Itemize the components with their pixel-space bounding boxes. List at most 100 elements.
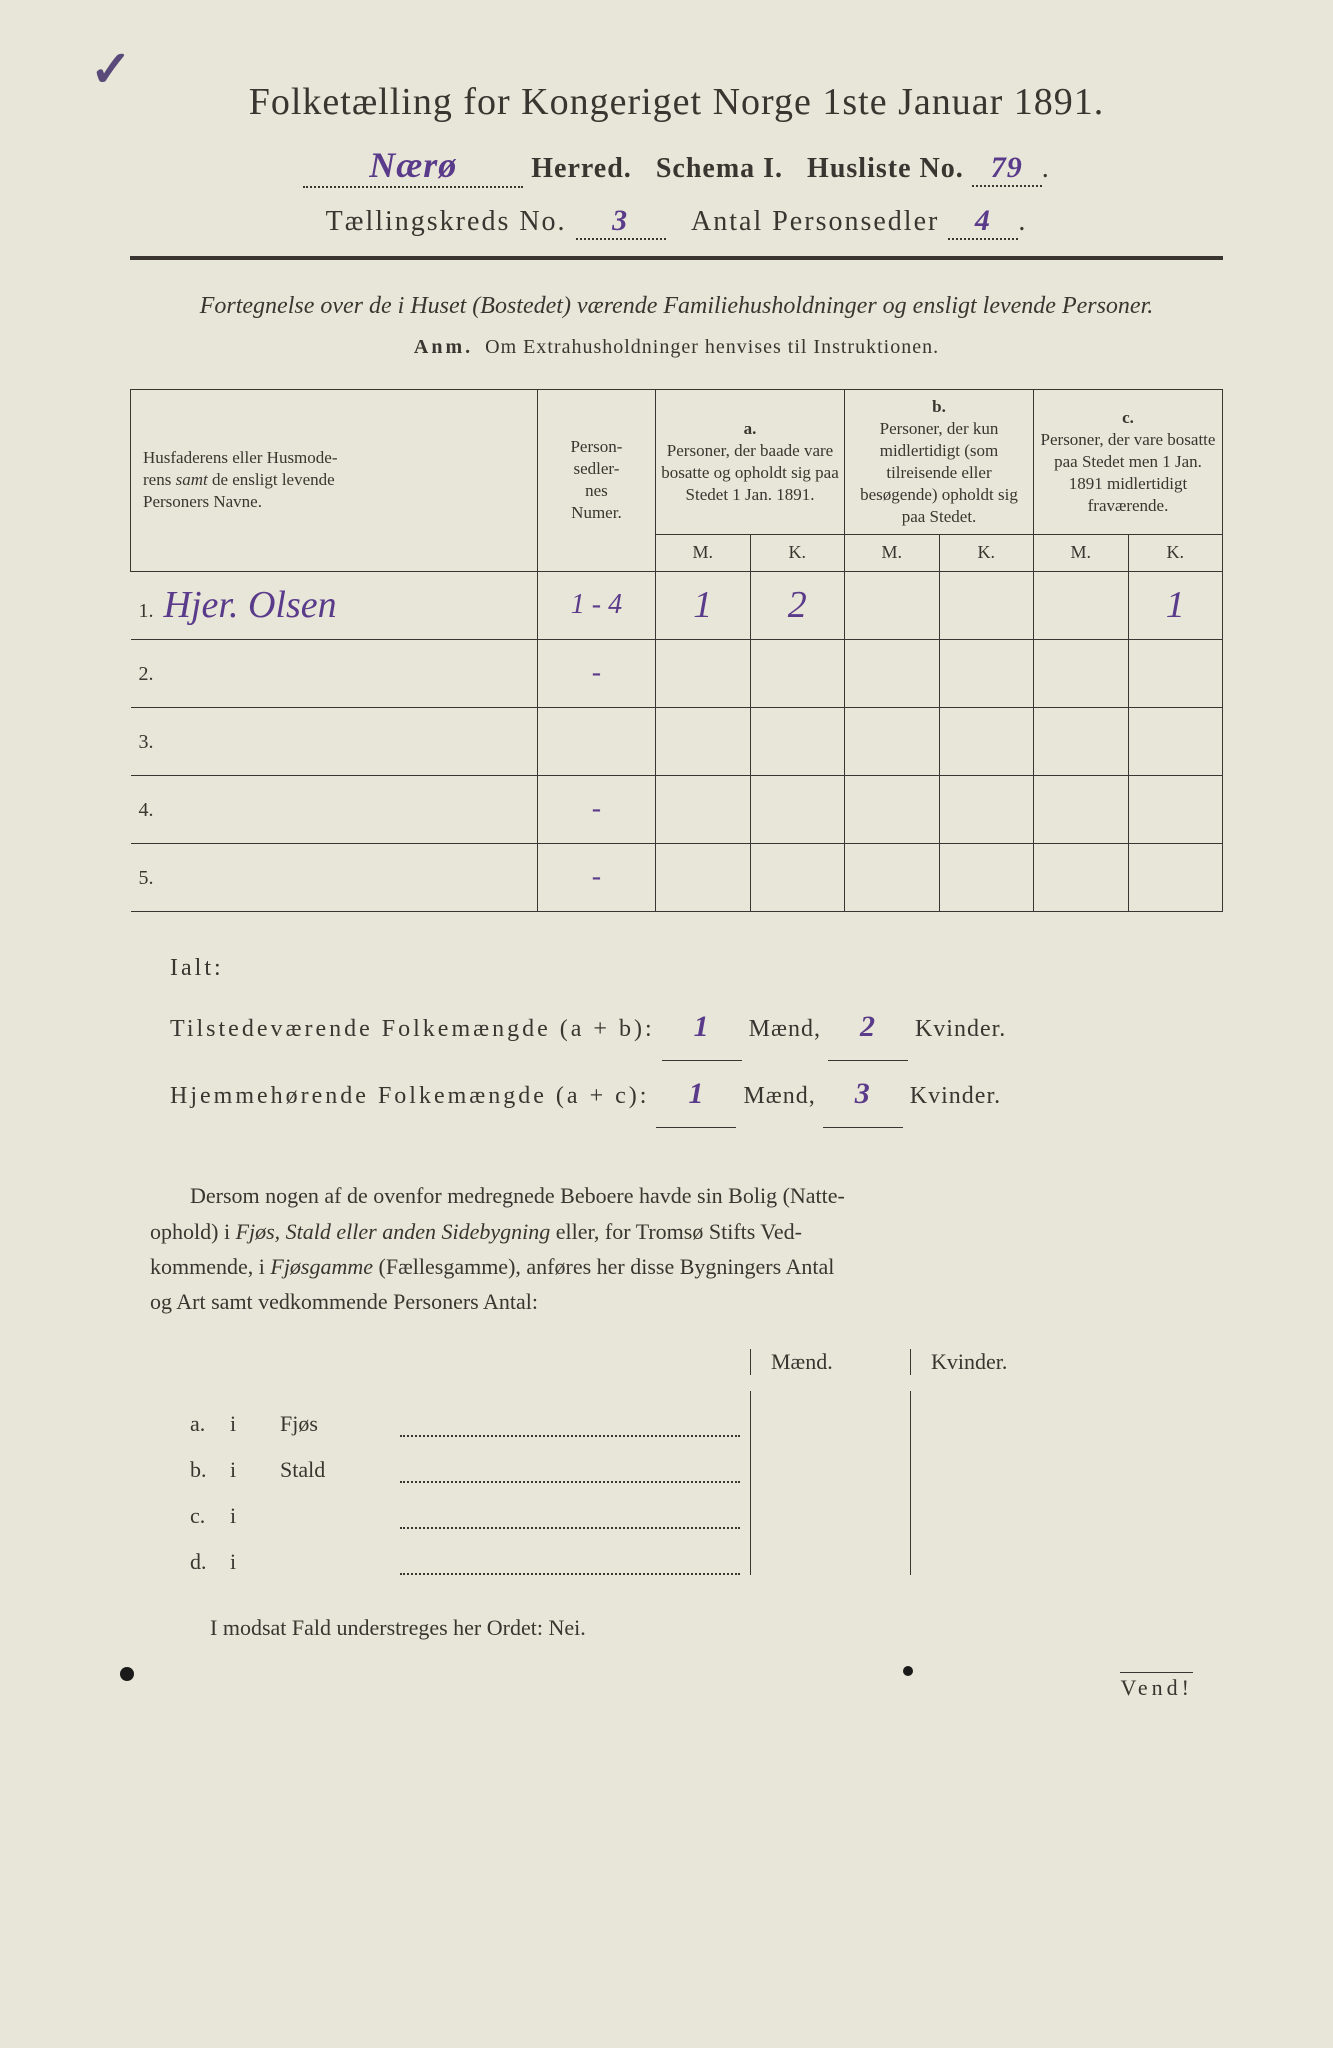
kreds-label: Tællingskreds No. <box>326 206 567 237</box>
row-c-k: 1 <box>1128 571 1223 639</box>
col-c-label: c. <box>1122 408 1134 427</box>
row-b-k <box>939 639 1034 707</box>
maend-col-label: Mænd. <box>750 1349 910 1375</box>
bldg-type: Fjøs <box>280 1411 400 1437</box>
bldg-label: c. <box>190 1503 230 1529</box>
anm-note: Anm. Om Extrahusholdninger henvises til … <box>130 336 1223 359</box>
bldg-k <box>910 1529 1070 1575</box>
col-a-header: a. Personer, der baade vare bosatte og o… <box>656 389 845 535</box>
antal-value: 4 <box>975 204 992 237</box>
herred-value: Nærø <box>369 145 457 185</box>
row-b-k <box>939 775 1034 843</box>
row-name: 1.Hjer. Olsen <box>131 571 538 639</box>
hjemme-k: 3 <box>855 1077 871 1110</box>
husliste-value: 79 <box>991 151 1023 184</box>
kvinder-label-1: Kvinder. <box>915 1016 1006 1042</box>
tilstede-m: 1 <box>694 1010 710 1043</box>
building-row: b.iStald <box>190 1437 1223 1483</box>
col-c-text: Personer, der vare bosatte paa Stedet me… <box>1041 430 1216 515</box>
bldg-m <box>750 1437 910 1483</box>
row-b-k <box>939 571 1034 639</box>
col-b-label: b. <box>932 397 946 416</box>
row-c-m <box>1034 639 1129 707</box>
table-row: 4.- <box>131 775 1223 843</box>
form-title: Folketælling for Kongeriget Norge 1ste J… <box>130 80 1223 124</box>
row-a-m <box>656 775 751 843</box>
col-num-header: Person-sedler-nesNumer. <box>537 389 655 571</box>
row-a-m <box>656 639 751 707</box>
totals-section: Ialt: Tilstedeværende Folkemængde (a + b… <box>130 942 1223 1129</box>
building-row: a.iFjøs <box>190 1391 1223 1437</box>
building-row: d.i <box>190 1529 1223 1575</box>
bldg-label: d. <box>190 1549 230 1575</box>
row-name: 5. <box>131 843 538 911</box>
checkmark: ✓ <box>90 40 132 98</box>
row-b-k <box>939 707 1034 775</box>
bldg-m <box>750 1483 910 1529</box>
col-b-text: Personer, der kun midlertidigt (som tilr… <box>860 419 1018 526</box>
row-b-m <box>845 843 940 911</box>
table-row: 3. <box>131 707 1223 775</box>
row-num <box>537 707 655 775</box>
anm-text: Om Extrahusholdninger henvises til Instr… <box>485 336 939 358</box>
row-num: - <box>537 843 655 911</box>
bldg-dots <box>400 1567 740 1575</box>
building-paragraph: Dersom nogen af de ovenfor medregnede Be… <box>130 1178 1223 1319</box>
table-row: 5.- <box>131 843 1223 911</box>
bldg-i: i <box>230 1549 280 1575</box>
header-line-3: Tællingskreds No. 3 Antal Personsedler 4… <box>130 204 1223 260</box>
row-a-k <box>750 843 845 911</box>
kvinder-label-2: Kvinder. <box>910 1083 1001 1109</box>
row-b-m <box>845 571 940 639</box>
col-a-label: a. <box>744 419 757 438</box>
row-name: 3. <box>131 707 538 775</box>
hole-mark-left <box>120 1667 134 1681</box>
bldg-k <box>910 1391 1070 1437</box>
row-b-k <box>939 843 1034 911</box>
row-b-m <box>845 639 940 707</box>
kreds-value: 3 <box>612 204 629 237</box>
building-list: a.iFjøsb.iStaldc.id.i <box>130 1391 1223 1575</box>
col-c-header: c. Personer, der vare bosatte paa Stedet… <box>1034 389 1223 535</box>
row-c-k <box>1128 639 1223 707</box>
footer-text: I modsat Fald understreges her Ordet: Ne… <box>130 1615 1223 1641</box>
tilstede-label: Tilstedeværende Folkemængde (a + b): <box>170 1016 655 1042</box>
row-c-k <box>1128 775 1223 843</box>
household-table: Husfaderens eller Husmode-rens samt de e… <box>130 389 1223 912</box>
schema-label: Schema I. <box>656 153 783 184</box>
bldg-label: b. <box>190 1457 230 1483</box>
hole-mark-right <box>903 1666 913 1676</box>
bldg-dots <box>400 1475 740 1483</box>
col-c-m: M. <box>1034 535 1129 571</box>
mk-header: Mænd. Kvinder. <box>130 1349 1223 1375</box>
bldg-type: Stald <box>280 1457 400 1483</box>
census-form-page: ✓ Folketælling for Kongeriget Norge 1ste… <box>0 0 1333 1741</box>
row-b-m <box>845 775 940 843</box>
row-num: - <box>537 775 655 843</box>
table-row: 2.- <box>131 639 1223 707</box>
bldg-m <box>750 1529 910 1575</box>
maend-label-2: Mænd, <box>743 1083 815 1109</box>
husliste-label: Husliste No. <box>807 153 964 184</box>
ialt-label: Ialt: <box>170 942 1223 995</box>
form-subtitle: Fortegnelse over de i Huset (Bostedet) v… <box>130 290 1223 324</box>
row-c-m <box>1034 775 1129 843</box>
herred-label: Herred. <box>531 153 632 184</box>
col-name-header: Husfaderens eller Husmode-rens samt de e… <box>131 389 538 571</box>
building-row: c.i <box>190 1483 1223 1529</box>
totals-line-1: Tilstedeværende Folkemængde (a + b): 1 M… <box>170 994 1223 1061</box>
row-num: - <box>537 639 655 707</box>
maend-label-1: Mænd, <box>749 1016 821 1042</box>
kvinder-col-label: Kvinder. <box>910 1349 1070 1375</box>
hjemme-label: Hjemmehørende Folkemængde (a + c): <box>170 1083 649 1109</box>
col-a-text: Personer, der baade vare bosatte og opho… <box>661 441 839 504</box>
row-a-m: 1 <box>656 571 751 639</box>
col-c-k: K. <box>1128 535 1223 571</box>
bldg-i: i <box>230 1457 280 1483</box>
hjemme-m: 1 <box>688 1077 704 1110</box>
col-a-m: M. <box>656 535 751 571</box>
bldg-label: a. <box>190 1411 230 1437</box>
table-row: 1.Hjer. Olsen1 - 4121 <box>131 571 1223 639</box>
bldg-m <box>750 1391 910 1437</box>
row-c-m <box>1034 571 1129 639</box>
